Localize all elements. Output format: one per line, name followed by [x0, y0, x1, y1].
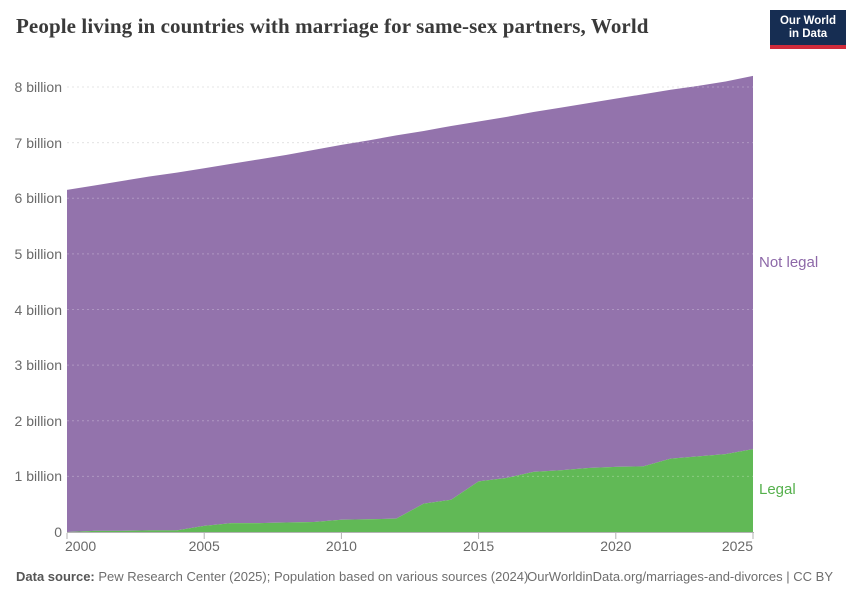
- area-legal: [67, 449, 753, 532]
- y-tick-label: 6 billion: [14, 190, 62, 207]
- y-tick-label: 5 billion: [14, 245, 62, 262]
- owid-logo-line2: in Data: [788, 27, 828, 40]
- y-tick-label: 1 billion: [14, 468, 62, 485]
- owid-logo-line1: Our World: [779, 14, 836, 27]
- owid-logo[interactable]: Our World in Data: [770, 10, 846, 49]
- y-tick-label: 2 billion: [14, 412, 62, 429]
- area-not-legal: [67, 75, 753, 532]
- series-label-not-legal: Not legal: [759, 254, 819, 271]
- x-tick-label: 2000: [65, 538, 97, 554]
- data-source-note: Data source: Pew Research Center (2025);…: [16, 569, 528, 584]
- y-tick-label: 8 billion: [14, 79, 62, 95]
- data-source-text: Pew Research Center (2025); Population b…: [98, 569, 529, 584]
- x-tick-label: 2025: [721, 538, 753, 554]
- y-tick-label: 0: [54, 524, 62, 540]
- y-tick-label: 3 billion: [14, 357, 62, 374]
- x-tick-label: 2015: [463, 538, 495, 554]
- x-tick-label: 2020: [600, 538, 632, 554]
- data-source-label: Data source:: [16, 569, 95, 584]
- x-tick-label: 2005: [188, 538, 220, 554]
- owid-credit-link[interactable]: OurWorldinData.org/marriages-and-divorce…: [527, 569, 833, 584]
- chart-title: People living in countries with marriage…: [16, 14, 649, 38]
- series-label-legal: Legal: [759, 481, 796, 498]
- y-tick-label: 7 billion: [14, 134, 62, 151]
- x-tick-label: 2010: [325, 538, 357, 554]
- y-tick-label: 4 billion: [14, 301, 62, 318]
